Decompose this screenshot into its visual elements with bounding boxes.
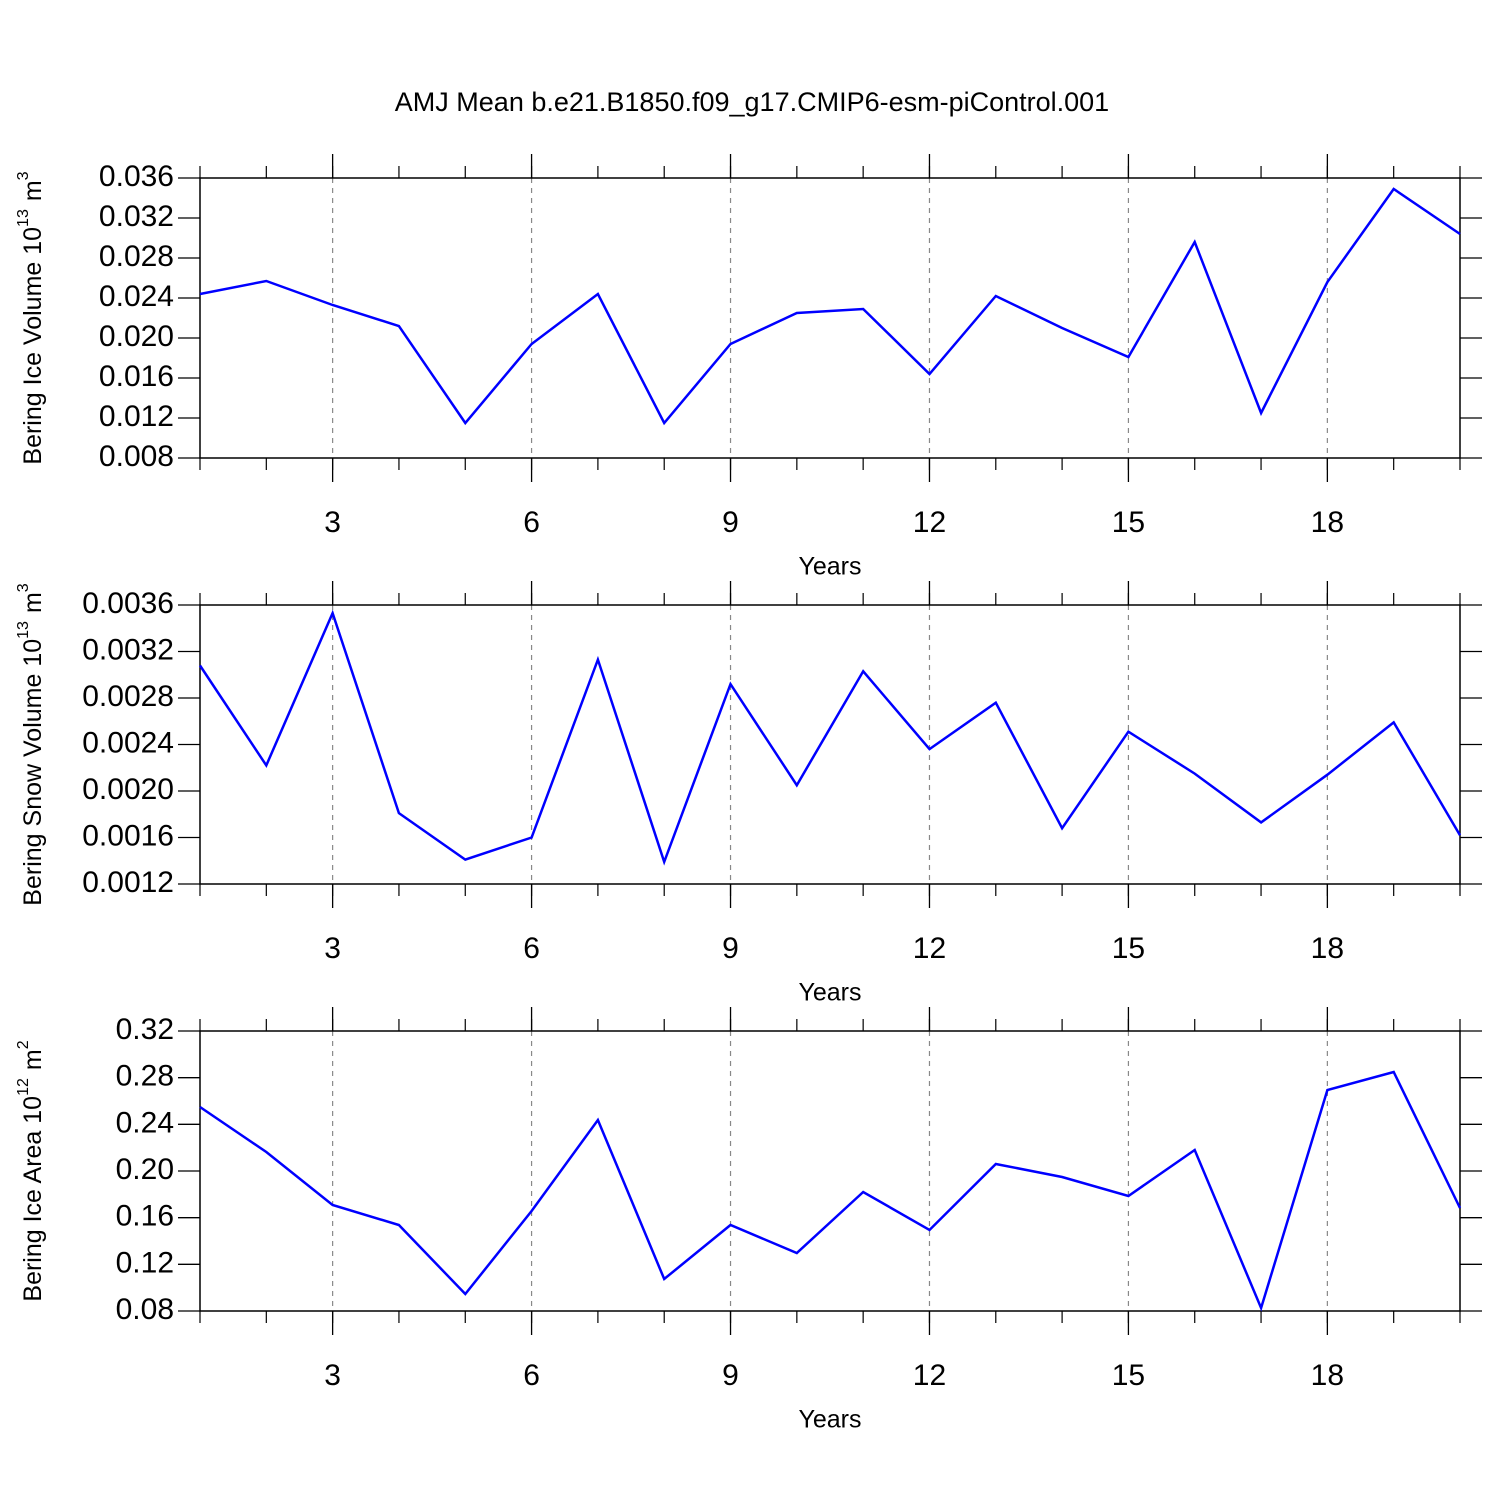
plot-frame (199, 177, 1461, 459)
y-axis-label-sup: 12 (15, 1078, 32, 1096)
y-tick-label: 0.28 (116, 1060, 174, 1093)
x-tick-label: 18 (1311, 506, 1344, 539)
y-tick-label: 0.036 (99, 160, 174, 193)
y-tick-label: 0.0012 (82, 866, 174, 899)
y-axis-label-unit: m (19, 592, 47, 613)
plot-frame (199, 1030, 1461, 1312)
x-tick-label: 6 (523, 1359, 540, 1392)
x-tick-label: 3 (324, 1359, 341, 1392)
y-tick-label: 0.020 (99, 320, 174, 353)
y-axis-label: Bering Ice Volume 1013 m3 (15, 171, 46, 464)
x-tick-label: 12 (913, 1359, 946, 1392)
y-tick-label: 0.028 (99, 240, 174, 273)
data-line (199, 187, 1461, 426)
y-tick-label: 0.0036 (82, 587, 174, 620)
y-tick-label: 0.32 (116, 1013, 174, 1046)
x-tick-label: 15 (1112, 932, 1145, 965)
y-tick-label: 0.032 (99, 200, 174, 233)
x-tick-label: 15 (1112, 1359, 1145, 1392)
y-tick-label: 0.0020 (82, 773, 174, 806)
x-axis-label: Years (798, 553, 861, 581)
x-tick-label: 9 (722, 932, 739, 965)
data-line (199, 1070, 1462, 1312)
y-tick-label: 0.16 (116, 1200, 174, 1233)
data-line (198, 609, 1462, 866)
y-tick-label: 0.024 (99, 280, 174, 313)
y-tick-label: 0.016 (99, 360, 174, 393)
y-tick-label: 0.008 (99, 440, 174, 473)
x-tick-label: 18 (1311, 1359, 1344, 1392)
y-tick-label: 0.0032 (82, 633, 174, 666)
y-tick-label: 0.0028 (82, 680, 174, 713)
x-tick-label: 15 (1112, 506, 1145, 539)
y-tick-label: 0.0024 (82, 726, 174, 759)
y-tick-label: 0.08 (116, 1293, 174, 1326)
x-tick-label: 6 (523, 506, 540, 539)
plot-frame (199, 604, 1461, 885)
x-tick-label: 3 (324, 506, 341, 539)
y-tick-label: 0.12 (116, 1246, 174, 1279)
x-tick-label: 9 (722, 1359, 739, 1392)
y-axis-label: Bering Ice Area 1012 m2 (15, 1040, 46, 1301)
x-tick-label: 18 (1311, 932, 1344, 965)
x-axis-label: Years (798, 979, 861, 1007)
x-tick-label: 12 (913, 932, 946, 965)
x-axis-label: Years (798, 1406, 861, 1434)
y-axis-label-unit: m (19, 180, 47, 201)
y-tick-label: 0.0016 (82, 819, 174, 852)
x-tick-label: 9 (722, 506, 739, 539)
y-axis-label-unit-sup: 2 (15, 1040, 32, 1049)
y-axis-label-unit: m (19, 1049, 47, 1070)
x-tick-label: 6 (523, 932, 540, 965)
y-axis-label-sup: 13 (15, 209, 32, 227)
y-axis-label-text: Bering Snow Volume 10 (19, 639, 47, 906)
chart-title: AMJ Mean b.e21.B1850.f09_g17.CMIP6-esm-p… (395, 87, 1109, 117)
y-axis-label: Bering Snow Volume 1013 m3 (15, 583, 46, 905)
y-axis-label-unit-sup: 3 (15, 583, 32, 592)
y-tick-label: 0.20 (116, 1153, 174, 1186)
y-tick-label: 0.012 (99, 400, 174, 433)
y-axis-label-sup: 13 (15, 621, 32, 639)
y-axis-label-text: Bering Ice Area 10 (19, 1096, 47, 1302)
y-axis-label-text: Bering Ice Volume 10 (19, 227, 47, 465)
y-axis-label-unit-sup: 3 (15, 171, 32, 180)
x-tick-label: 3 (324, 932, 341, 965)
x-tick-label: 12 (913, 506, 946, 539)
y-tick-label: 0.24 (116, 1106, 174, 1139)
